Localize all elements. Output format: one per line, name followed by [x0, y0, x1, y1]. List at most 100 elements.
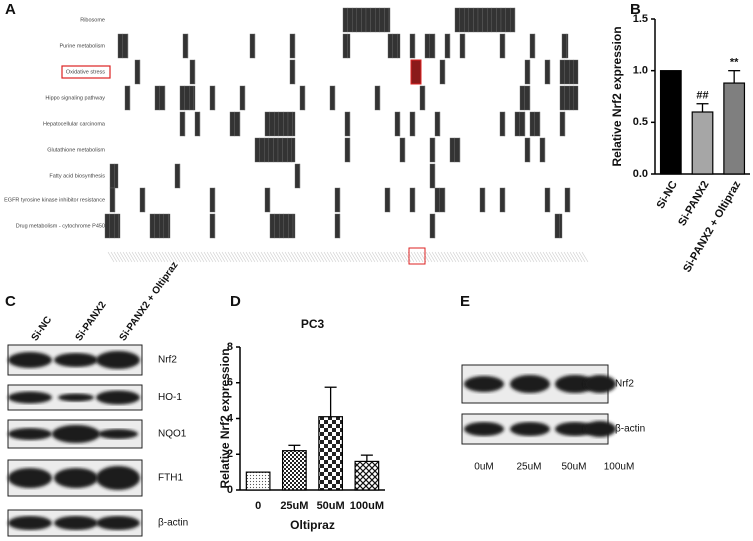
matrix-cell	[419, 85, 425, 111]
matrix-cell	[291, 137, 296, 163]
blot-band	[52, 425, 100, 443]
matrix-cell	[468, 7, 474, 33]
gene-label	[422, 251, 430, 263]
gene-label	[194, 251, 202, 263]
gene-label	[248, 251, 256, 263]
lane-label: Si-PANX2 + Oltipraz	[118, 260, 181, 343]
matrix-cell	[289, 59, 295, 85]
gene-label	[311, 251, 319, 263]
matrix-cell	[109, 187, 115, 213]
matrix-cell	[429, 137, 435, 163]
gene-label	[464, 251, 472, 263]
matrix-cell	[434, 33, 436, 59]
gene-label	[263, 251, 271, 263]
gene-label	[500, 251, 508, 263]
matrix-cell	[299, 85, 305, 111]
matrix-cell	[491, 7, 497, 33]
gene-label	[221, 251, 229, 263]
gene-label	[554, 251, 562, 263]
matrix-cell	[566, 33, 569, 59]
gene-label	[140, 251, 148, 263]
gene-label	[509, 251, 517, 263]
gene-label	[548, 251, 556, 263]
gene-label	[296, 251, 304, 263]
matrix-cell	[278, 111, 284, 137]
gene-label	[374, 251, 382, 263]
blot-band	[8, 352, 52, 368]
blot-band	[54, 516, 98, 530]
matrix-cell	[375, 7, 381, 33]
y-tick-label: 2	[227, 448, 233, 460]
matrix-cell	[374, 85, 380, 111]
gene-label	[179, 251, 187, 263]
gene-label	[239, 251, 247, 263]
gene-label	[512, 251, 520, 263]
matrix-cell	[126, 33, 129, 59]
panel-e: Nrf2 β-actin 0uM 25uM 50uM 100uM	[461, 364, 645, 473]
matrix-cell	[209, 187, 215, 213]
gene-label	[428, 251, 436, 263]
matrix-cell	[277, 137, 283, 163]
matrix-cell	[573, 85, 579, 111]
gene-label	[242, 251, 250, 263]
blot-band	[8, 428, 52, 440]
matrix-cell	[179, 111, 185, 137]
gene-label	[515, 251, 523, 263]
panel-letter: E	[460, 293, 470, 310]
gene-label	[203, 251, 211, 263]
matrix-cell	[122, 33, 128, 59]
gene-label	[527, 251, 535, 263]
matrix-cell	[268, 137, 274, 163]
gene-label	[227, 251, 235, 263]
gene-label	[290, 251, 298, 263]
gene-label	[107, 251, 115, 263]
gene-label	[530, 251, 538, 263]
gene-label	[572, 251, 580, 263]
blot-band	[510, 422, 550, 436]
gene-label	[209, 251, 217, 263]
matrix-cell	[519, 111, 525, 137]
pathway-label: Hepatocellular carcinoma	[43, 121, 106, 127]
gene-label	[125, 251, 133, 263]
matrix-cell	[149, 213, 155, 239]
gene-label	[416, 251, 424, 263]
matrix-cell	[114, 163, 119, 189]
matrix-cell	[519, 85, 525, 111]
gene-label	[434, 251, 442, 263]
matrix-cell	[238, 111, 241, 137]
gene-label	[521, 251, 529, 263]
gene-label	[251, 251, 259, 263]
gene-label	[317, 251, 325, 263]
y-axis-label: Relative Nrf2 expression	[218, 348, 232, 488]
blot-band	[96, 466, 140, 490]
matrix-cell	[158, 213, 164, 239]
matrix-cell	[113, 213, 119, 239]
matrix-cell	[561, 33, 567, 59]
bar	[245, 471, 271, 491]
y-tick-label: 0.5	[633, 116, 648, 128]
gene-label	[383, 251, 391, 263]
gene-label	[350, 251, 358, 263]
matrix-cell	[289, 33, 295, 59]
matrix-cell	[294, 163, 300, 189]
gene-label	[269, 251, 277, 263]
matrix-cell	[394, 111, 400, 137]
gene-label	[440, 251, 448, 263]
matrix-cell	[329, 85, 335, 111]
gene-label	[362, 251, 370, 263]
gene-label	[326, 251, 334, 263]
lane-label: 0uM	[474, 462, 493, 473]
matrix-cell	[283, 111, 289, 137]
matrix-cell	[459, 137, 461, 163]
pathway-label: Drug metabolism - cytochrome P450	[16, 223, 105, 229]
lane-label: 100uM	[604, 462, 635, 473]
gene-label	[293, 251, 301, 263]
matrix-cell	[559, 85, 565, 111]
gene-label	[518, 251, 526, 263]
panel-letter: C	[5, 293, 16, 310]
matrix-cell	[397, 33, 401, 59]
matrix-cell	[429, 33, 435, 59]
matrix-cell	[209, 213, 215, 239]
matrix-cell	[249, 33, 255, 59]
gene-label	[566, 251, 574, 263]
